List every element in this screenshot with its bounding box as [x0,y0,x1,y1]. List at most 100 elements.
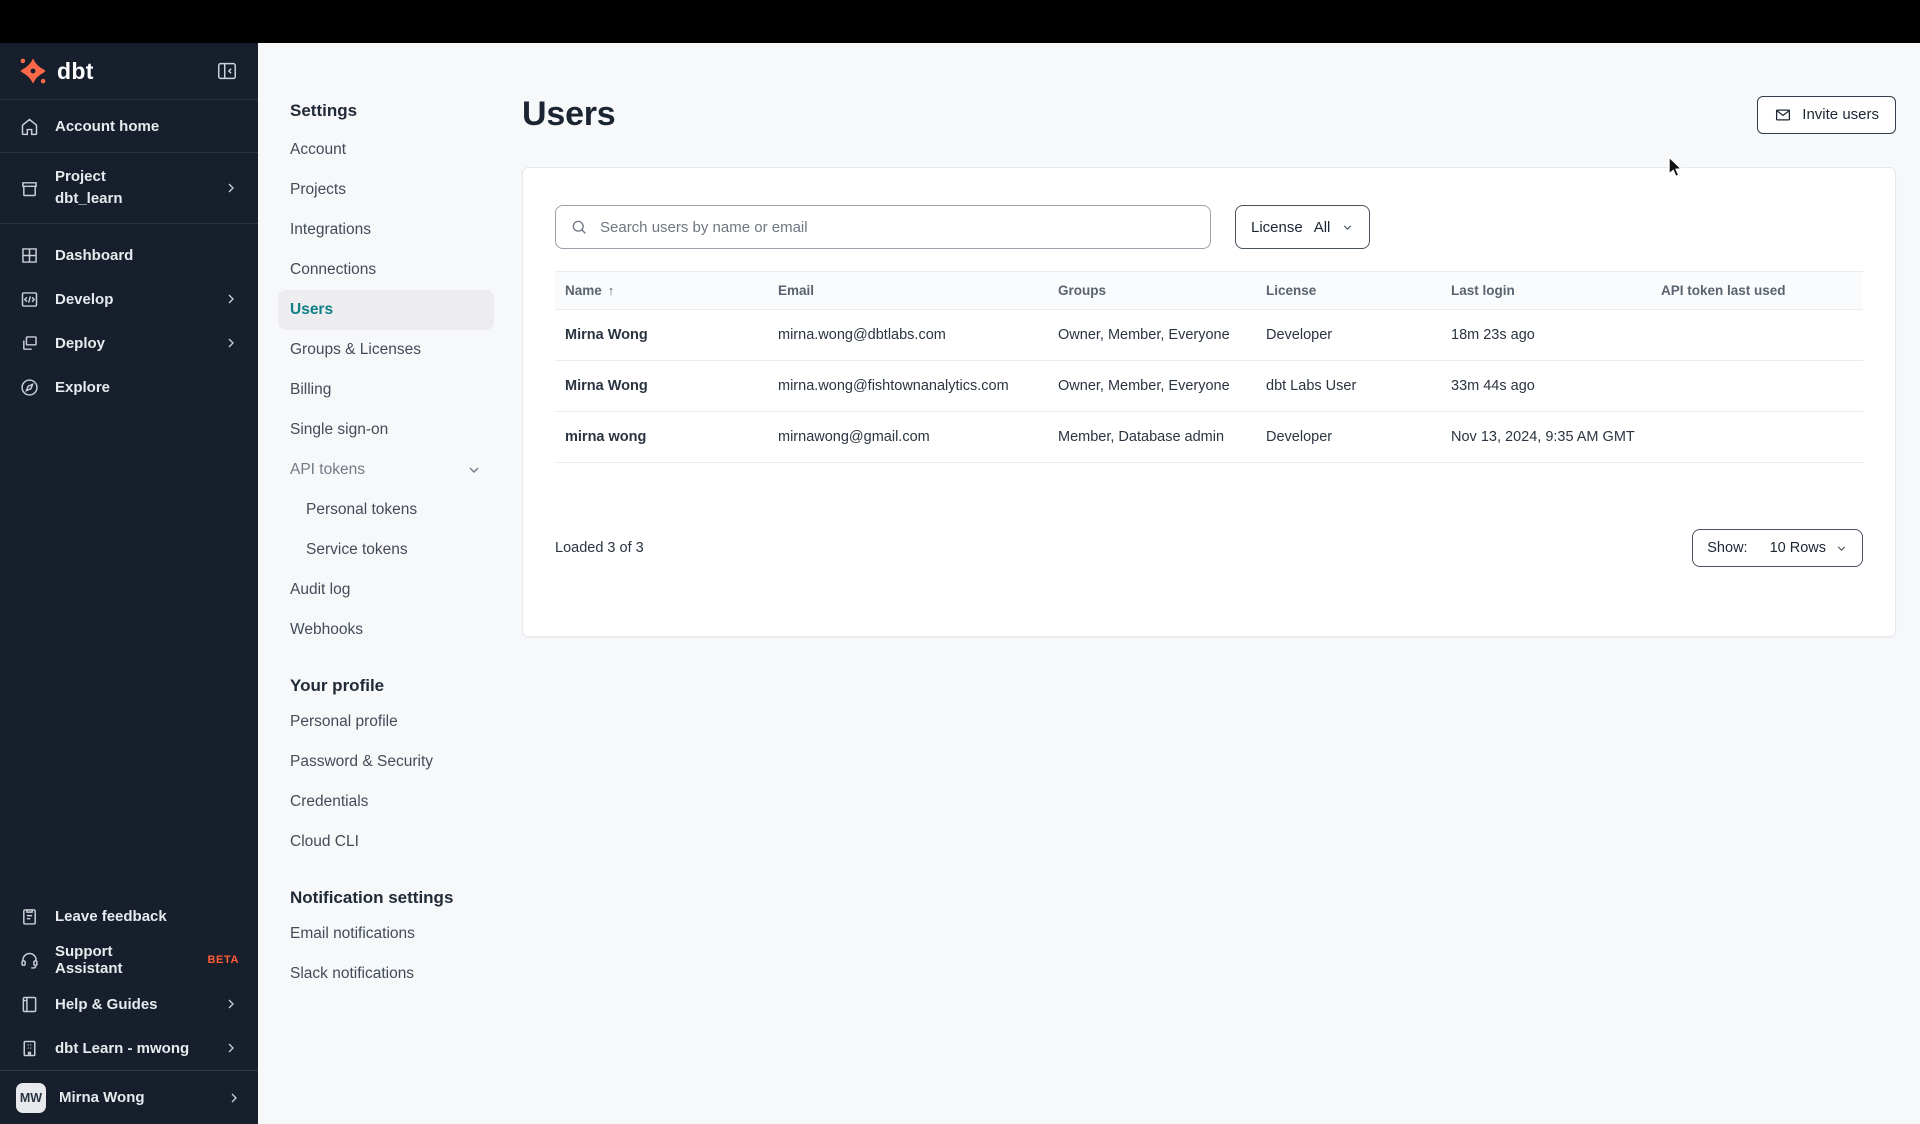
sidebar-item-label: Help & Guides [55,995,158,1013]
sidebar-item-label-group: Project dbt_learn [55,166,123,210]
cell-license: Developer [1256,309,1441,361]
settings-nav-item-connections[interactable]: Connections [290,261,377,278]
column-header-name[interactable]: Name ↑ [555,271,768,310]
cell-last-login: 18m 23s ago [1441,309,1651,361]
sidebar-item-label: Account home [55,117,160,135]
loaded-count-text: Loaded 3 of 3 [555,540,644,556]
search-icon [570,218,588,236]
cell-groups: Member, Database admin [1048,411,1256,463]
home-icon [19,116,40,137]
sidebar-spacer [0,409,258,894]
settings-nav-item-audit-log[interactable]: Audit log [290,581,351,598]
settings-nav-item-users[interactable]: Users [278,290,494,330]
chevron-right-icon [223,996,239,1012]
settings-nav-item-email-notifications[interactable]: Email notifications [290,925,415,942]
sidebar-item-dbt-learn-account[interactable]: dbt Learn - mwong [0,1026,258,1070]
sidebar-item-support-assistant[interactable]: Support Assistant BETA [0,938,258,982]
settings-nav-item-webhooks[interactable]: Webhooks [290,621,363,638]
table-row[interactable]: Mirna Wong mirna.wong@fishtownanalytics.… [555,360,1863,412]
settings-nav-item-password-security[interactable]: Password & Security [290,753,433,770]
column-header-api-token[interactable]: API token last used [1651,271,1863,310]
sidebar-logo-row: dbt [0,43,258,100]
settings-nav-title: Settings [290,101,358,120]
settings-nav-item-single-sign-on[interactable]: Single sign-on [290,421,389,438]
sidebar-item-dashboard[interactable]: Dashboard [0,233,258,277]
sort-ascending-icon: ↑ [607,283,615,298]
user-avatar: MW [16,1082,46,1113]
table-row[interactable]: mirna wong mirnawong@gmail.com Member, D… [555,411,1863,463]
settings-nav-item-integrations[interactable]: Integrations [290,221,371,238]
dbt-logo: dbt [18,56,94,86]
user-name: Mirna Wong [59,1089,145,1106]
clipboard-icon [19,906,40,927]
sidebar-item-project[interactable]: Project dbt_learn [0,153,258,224]
rows-per-page-dropdown[interactable]: Show: 10 Rows [1692,529,1863,567]
settings-nav-item-billing[interactable]: Billing [290,381,332,398]
sidebar-item-explore[interactable]: Explore [0,365,258,409]
notification-section-title: Notification settings [290,888,454,907]
profile-section-title: Your profile [290,676,385,695]
sidebar-item-deploy[interactable]: Deploy [0,321,258,365]
search-input[interactable] [598,217,1196,237]
settings-nav-item-slack-notifications[interactable]: Slack notifications [290,965,415,982]
dashboard-grid-icon [19,245,40,266]
brand-wordmark: dbt [57,57,94,84]
sidebar-item-label: Support Assistant [55,943,123,977]
settings-nav-item-service-tokens[interactable]: Service tokens [306,541,408,558]
sidebar-item-help-guides[interactable]: Help & Guides [0,982,258,1026]
settings-nav-item-personal-profile[interactable]: Personal profile [290,713,398,730]
invite-users-button[interactable]: Invite users [1757,95,1896,134]
sidebar-user-menu[interactable]: MW Mirna Wong [0,1070,258,1124]
column-header-license[interactable]: License [1256,271,1441,310]
invite-users-label: Invite users [1802,106,1879,123]
sidebar-item-label: Project [55,168,106,186]
sidebar-item-label: dbt Learn - mwong [55,1039,190,1057]
settings-nav-item-cloud-cli[interactable]: Cloud CLI [290,833,359,850]
chevron-down-icon [466,462,482,478]
cell-email: mirna.wong@fishtownanalytics.com [768,360,1048,412]
chevron-right-icon [226,1090,242,1106]
settings-nav-item-api-tokens[interactable]: API tokens [278,450,494,490]
settings-nav: Settings Account Projects Integrations C… [258,43,502,1124]
column-header-last-login[interactable]: Last login [1441,271,1651,310]
cell-groups: Owner, Member, Everyone [1048,309,1256,361]
settings-nav-item-personal-tokens[interactable]: Personal tokens [306,501,418,518]
main-sidebar: dbt Account home Project dbt_le [0,43,258,1124]
license-filter-dropdown[interactable]: License All [1235,205,1371,249]
license-filter-value: All [1313,218,1331,236]
license-filter-label: License [1251,218,1303,236]
sidebar-item-leave-feedback[interactable]: Leave feedback [0,894,258,938]
settings-nav-item-label: API tokens [290,461,365,478]
top-window-bar [0,0,1920,43]
chevron-right-icon [223,180,239,196]
settings-nav-item-groups-licenses[interactable]: Groups & Licenses [290,341,421,358]
settings-nav-item-projects[interactable]: Projects [290,181,346,198]
book-icon [19,994,40,1015]
users-card: License All Na [522,167,1896,637]
settings-nav-item-credentials[interactable]: Credentials [290,793,369,810]
cell-last-login: Nov 13, 2024, 9:35 AM GMT [1441,411,1651,463]
building-icon [19,1038,40,1059]
code-icon [19,289,40,310]
sidebar-item-label: Explore [55,378,111,396]
cell-name: Mirna Wong [555,309,768,361]
cell-name: mirna wong [555,411,768,463]
cell-api-token [1651,360,1863,412]
sidebar-item-label: Leave feedback [55,907,167,925]
sidebar-item-account-home[interactable]: Account home [0,100,258,153]
cell-name: Mirna Wong [555,360,768,412]
column-header-groups[interactable]: Groups [1048,271,1256,310]
column-header-email[interactable]: Email [768,271,1048,310]
panel-collapse-icon [218,62,236,80]
headset-icon [19,950,40,971]
cell-groups: Owner, Member, Everyone [1048,360,1256,412]
sidebar-item-label: Deploy [55,334,106,352]
table-row[interactable]: Mirna Wong mirna.wong@dbtlabs.com Owner,… [555,309,1863,361]
sidebar-collapse-button[interactable] [214,58,240,84]
settings-nav-item-account[interactable]: Account [290,141,347,158]
chevron-right-icon [223,335,239,351]
deploy-windows-icon [19,333,40,354]
sidebar-item-develop[interactable]: Develop [0,277,258,321]
chevron-right-icon [223,291,239,307]
user-search-box [555,205,1211,249]
